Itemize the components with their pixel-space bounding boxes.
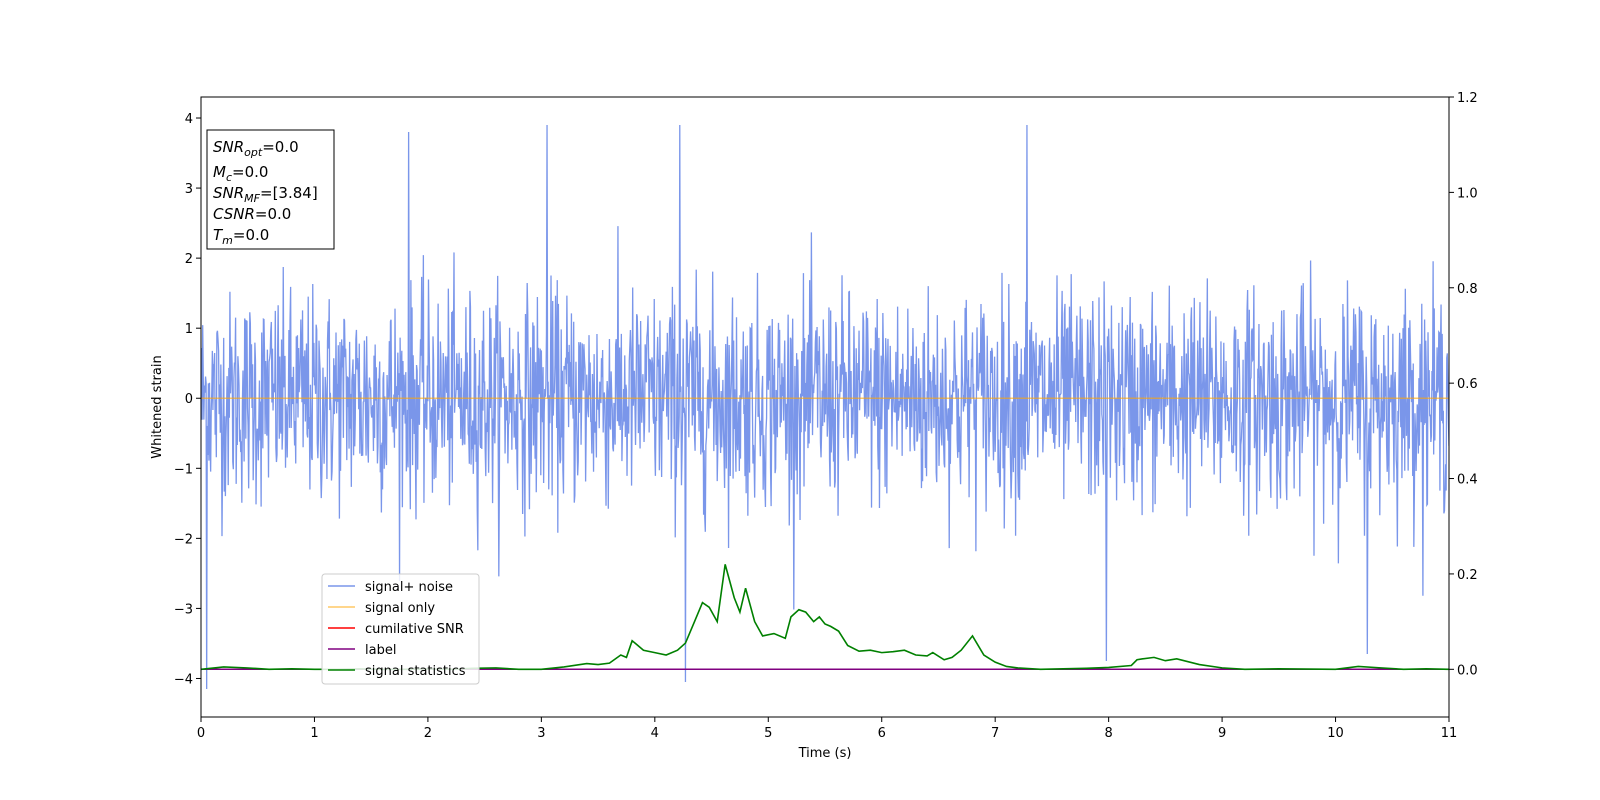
x-axis: 0 1 2 3 4 5 6 7 8 9 10 11 — [197, 717, 1457, 741]
y-axis-left: 4 3 2 1 0 −1 −2 −3 −4 — [174, 112, 201, 687]
legend-frame — [321, 573, 480, 685]
y-tick-label: −2 — [174, 532, 193, 547]
x-tick-label: 3 — [537, 726, 545, 741]
y2-tick-label: 1.2 — [1457, 91, 1478, 106]
annotation-line: Tm=0.0 — [213, 226, 269, 247]
y-axis-label: Whitened strain — [150, 355, 165, 458]
x-tick-label: 2 — [424, 726, 432, 741]
y-tick-label: −4 — [174, 672, 193, 687]
annotation-line: SNRMF=[3.84] — [213, 184, 318, 205]
annotation-frame — [206, 129, 335, 250]
y2-tick-label: 0.8 — [1457, 282, 1478, 297]
annotation-line: Mc=0.0 — [213, 163, 268, 184]
annotation-line: CSNR=0.0 — [213, 205, 291, 223]
x-axis-label: Time (s) — [798, 746, 852, 761]
legend-entry-label: label — [365, 643, 396, 658]
y-tick-label: 2 — [185, 252, 193, 267]
y2-tick-label: 0.4 — [1457, 473, 1478, 488]
y-tick-label: 1 — [185, 322, 193, 337]
y2-tick-label: 0.6 — [1457, 377, 1478, 392]
y-axis-right: 1.2 1.0 0.8 0.6 0.4 0.2 0.0 — [1449, 91, 1478, 678]
x-tick-label: 10 — [1327, 726, 1344, 741]
x-tick-label: 6 — [878, 726, 886, 741]
x-tick-label: 1 — [310, 726, 318, 741]
x-tick-label: 5 — [764, 726, 772, 741]
series-signal-noise-line — [201, 125, 1449, 689]
annotation-line: SNRopt=0.0 — [213, 138, 299, 159]
legend-entry-label: signal statistics — [365, 664, 466, 679]
y2-tick-label: 1.0 — [1457, 186, 1478, 201]
series-signal-statistics-line — [201, 564, 1449, 671]
plot-frame — [200, 96, 1450, 718]
legend-entry-label: cumilative SNR — [365, 622, 464, 637]
x-tick-label: 9 — [1218, 726, 1226, 741]
y-tick-label: 4 — [185, 112, 193, 127]
y2-tick-label: 0.0 — [1457, 663, 1478, 678]
y-tick-label: −1 — [174, 462, 193, 477]
x-tick-label: 0 — [197, 726, 205, 741]
legend: signal+ noise signal only cumilative SNR la… — [321, 573, 480, 685]
legend-entry-label: signal only — [365, 601, 435, 616]
y2-tick-label: 0.2 — [1457, 568, 1478, 583]
x-tick-label: 8 — [1104, 726, 1112, 741]
y-tick-label: 0 — [185, 392, 193, 407]
x-tick-label: 4 — [651, 726, 659, 741]
y-tick-label: 3 — [185, 182, 193, 197]
y-tick-label: −3 — [174, 602, 193, 617]
x-tick-label: 7 — [991, 726, 999, 741]
x-tick-label: 11 — [1441, 726, 1458, 741]
legend-entry-label: signal+ noise — [365, 580, 453, 595]
